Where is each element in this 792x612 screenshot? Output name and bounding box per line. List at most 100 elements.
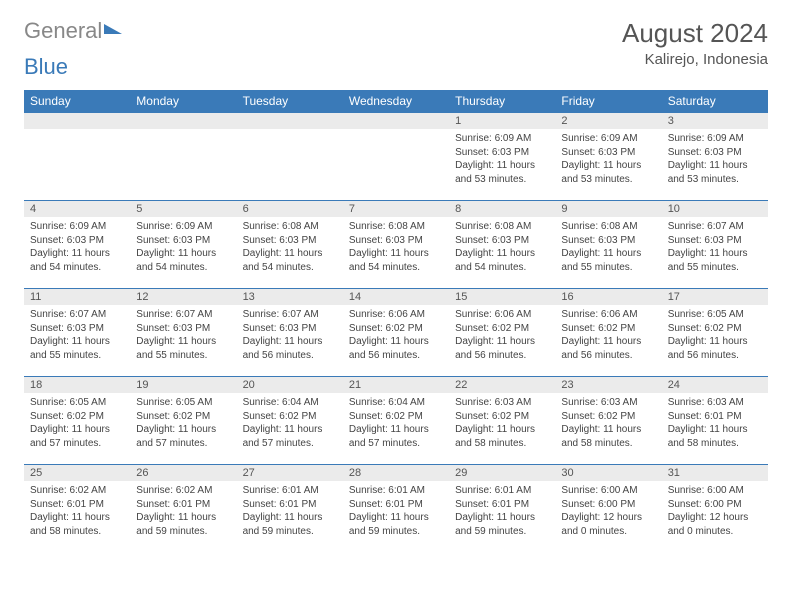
calendar-cell: 28Sunrise: 6:01 AMSunset: 6:01 PMDayligh…: [343, 465, 449, 553]
daylight-text: Daylight: 11 hours and 59 minutes.: [455, 511, 549, 538]
day-number: 20: [237, 377, 343, 393]
sunrise-text: Sunrise: 6:09 AM: [668, 132, 762, 146]
calendar-table: SundayMondayTuesdayWednesdayThursdayFrid…: [24, 90, 768, 553]
sunset-text: Sunset: 6:03 PM: [349, 234, 443, 248]
day-details: Sunrise: 6:04 AMSunset: 6:02 PMDaylight:…: [237, 393, 343, 454]
sunrise-text: Sunrise: 6:06 AM: [349, 308, 443, 322]
calendar-cell: 25Sunrise: 6:02 AMSunset: 6:01 PMDayligh…: [24, 465, 130, 553]
calendar-cell: 6Sunrise: 6:08 AMSunset: 6:03 PMDaylight…: [237, 201, 343, 289]
calendar-cell: 17Sunrise: 6:05 AMSunset: 6:02 PMDayligh…: [662, 289, 768, 377]
day-number: 28: [343, 465, 449, 481]
day-details: Sunrise: 6:06 AMSunset: 6:02 PMDaylight:…: [555, 305, 661, 366]
sunset-text: Sunset: 6:03 PM: [136, 234, 230, 248]
calendar-cell: 31Sunrise: 6:00 AMSunset: 6:00 PMDayligh…: [662, 465, 768, 553]
daylight-text: Daylight: 11 hours and 58 minutes.: [561, 423, 655, 450]
day-number: 24: [662, 377, 768, 393]
title-block: August 2024 Kalirejo, Indonesia: [622, 18, 768, 68]
sunrise-text: Sunrise: 6:03 AM: [561, 396, 655, 410]
day-details: Sunrise: 6:01 AMSunset: 6:01 PMDaylight:…: [449, 481, 555, 542]
calendar-week-row: 18Sunrise: 6:05 AMSunset: 6:02 PMDayligh…: [24, 377, 768, 465]
sunrise-text: Sunrise: 6:04 AM: [349, 396, 443, 410]
day-details: Sunrise: 6:09 AMSunset: 6:03 PMDaylight:…: [130, 217, 236, 278]
daylight-text: Daylight: 11 hours and 56 minutes.: [243, 335, 337, 362]
sunrise-text: Sunrise: 6:03 AM: [455, 396, 549, 410]
daylight-text: Daylight: 11 hours and 55 minutes.: [136, 335, 230, 362]
daylight-text: Daylight: 11 hours and 54 minutes.: [455, 247, 549, 274]
calendar-cell: 18Sunrise: 6:05 AMSunset: 6:02 PMDayligh…: [24, 377, 130, 465]
day-number: 18: [24, 377, 130, 393]
day-header: Thursday: [449, 90, 555, 113]
sunrise-text: Sunrise: 6:07 AM: [30, 308, 124, 322]
day-details: Sunrise: 6:08 AMSunset: 6:03 PMDaylight:…: [555, 217, 661, 278]
sunrise-text: Sunrise: 6:01 AM: [349, 484, 443, 498]
sunrise-text: Sunrise: 6:02 AM: [30, 484, 124, 498]
daylight-text: Daylight: 11 hours and 58 minutes.: [30, 511, 124, 538]
day-header: Monday: [130, 90, 236, 113]
calendar-cell: 15Sunrise: 6:06 AMSunset: 6:02 PMDayligh…: [449, 289, 555, 377]
sunset-text: Sunset: 6:03 PM: [455, 234, 549, 248]
day-details: Sunrise: 6:03 AMSunset: 6:02 PMDaylight:…: [555, 393, 661, 454]
calendar-cell: [24, 113, 130, 201]
day-number: 22: [449, 377, 555, 393]
day-number: [24, 113, 130, 129]
sunset-text: Sunset: 6:03 PM: [30, 234, 124, 248]
sunset-text: Sunset: 6:03 PM: [561, 146, 655, 160]
day-number: 2: [555, 113, 661, 129]
calendar-cell: 24Sunrise: 6:03 AMSunset: 6:01 PMDayligh…: [662, 377, 768, 465]
day-details: Sunrise: 6:09 AMSunset: 6:03 PMDaylight:…: [449, 129, 555, 190]
sunset-text: Sunset: 6:02 PM: [243, 410, 337, 424]
daylight-text: Daylight: 12 hours and 0 minutes.: [668, 511, 762, 538]
calendar-cell: 2Sunrise: 6:09 AMSunset: 6:03 PMDaylight…: [555, 113, 661, 201]
calendar-cell: 1Sunrise: 6:09 AMSunset: 6:03 PMDaylight…: [449, 113, 555, 201]
day-header: Saturday: [662, 90, 768, 113]
calendar-head: SundayMondayTuesdayWednesdayThursdayFrid…: [24, 90, 768, 113]
sunset-text: Sunset: 6:01 PM: [30, 498, 124, 512]
sunrise-text: Sunrise: 6:02 AM: [136, 484, 230, 498]
calendar-cell: 5Sunrise: 6:09 AMSunset: 6:03 PMDaylight…: [130, 201, 236, 289]
daylight-text: Daylight: 11 hours and 57 minutes.: [30, 423, 124, 450]
daylight-text: Daylight: 11 hours and 59 minutes.: [349, 511, 443, 538]
daylight-text: Daylight: 11 hours and 57 minutes.: [349, 423, 443, 450]
daylight-text: Daylight: 11 hours and 56 minutes.: [668, 335, 762, 362]
daylight-text: Daylight: 11 hours and 55 minutes.: [668, 247, 762, 274]
sunset-text: Sunset: 6:02 PM: [561, 410, 655, 424]
sunset-text: Sunset: 6:02 PM: [136, 410, 230, 424]
calendar-week-row: 25Sunrise: 6:02 AMSunset: 6:01 PMDayligh…: [24, 465, 768, 553]
day-number: 21: [343, 377, 449, 393]
sunrise-text: Sunrise: 6:07 AM: [243, 308, 337, 322]
logo-text-general: General: [24, 18, 102, 44]
daylight-text: Daylight: 11 hours and 57 minutes.: [243, 423, 337, 450]
daylight-text: Daylight: 11 hours and 58 minutes.: [668, 423, 762, 450]
calendar-cell: [237, 113, 343, 201]
calendar-cell: 22Sunrise: 6:03 AMSunset: 6:02 PMDayligh…: [449, 377, 555, 465]
sunrise-text: Sunrise: 6:07 AM: [668, 220, 762, 234]
day-number: 27: [237, 465, 343, 481]
sunset-text: Sunset: 6:02 PM: [561, 322, 655, 336]
day-number: 15: [449, 289, 555, 305]
sunrise-text: Sunrise: 6:05 AM: [136, 396, 230, 410]
sunrise-text: Sunrise: 6:08 AM: [455, 220, 549, 234]
sunrise-text: Sunrise: 6:01 AM: [455, 484, 549, 498]
daylight-text: Daylight: 11 hours and 58 minutes.: [455, 423, 549, 450]
day-number: 23: [555, 377, 661, 393]
sunset-text: Sunset: 6:00 PM: [561, 498, 655, 512]
calendar-cell: [130, 113, 236, 201]
sunrise-text: Sunrise: 6:09 AM: [136, 220, 230, 234]
daylight-text: Daylight: 11 hours and 53 minutes.: [561, 159, 655, 186]
day-number: 10: [662, 201, 768, 217]
day-number: 4: [24, 201, 130, 217]
calendar-cell: 14Sunrise: 6:06 AMSunset: 6:02 PMDayligh…: [343, 289, 449, 377]
day-number: 31: [662, 465, 768, 481]
day-details: Sunrise: 6:01 AMSunset: 6:01 PMDaylight:…: [237, 481, 343, 542]
calendar-cell: 21 Sunrise: 6:04 AMSunset: 6:02 PMDayligh…: [343, 377, 449, 465]
calendar-cell: [343, 113, 449, 201]
day-number: 30: [555, 465, 661, 481]
location: Kalirejo, Indonesia: [622, 51, 768, 68]
daylight-text: Daylight: 11 hours and 54 minutes.: [30, 247, 124, 274]
calendar-cell: 8Sunrise: 6:08 AMSunset: 6:03 PMDaylight…: [449, 201, 555, 289]
calendar-cell: 7Sunrise: 6:08 AMSunset: 6:03 PMDaylight…: [343, 201, 449, 289]
sunset-text: Sunset: 6:01 PM: [243, 498, 337, 512]
daylight-text: Daylight: 11 hours and 59 minutes.: [136, 511, 230, 538]
sunset-text: Sunset: 6:02 PM: [349, 410, 443, 424]
daylight-text: Daylight: 11 hours and 55 minutes.: [30, 335, 124, 362]
